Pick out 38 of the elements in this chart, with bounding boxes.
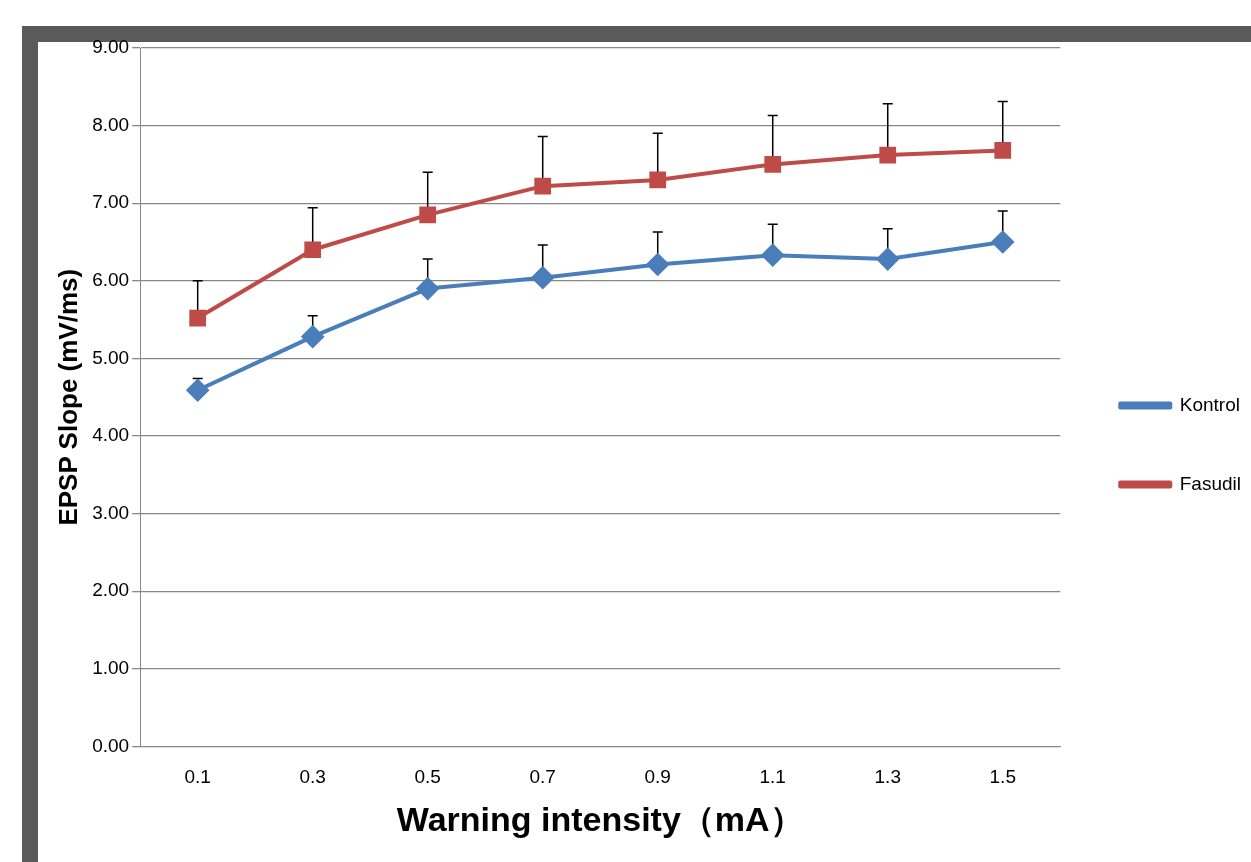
point xyxy=(649,171,667,189)
point xyxy=(419,206,437,224)
y-tick-label: 1.00 xyxy=(92,657,130,679)
point xyxy=(301,325,324,348)
x-axis-title: Warning intensity（mA） xyxy=(396,799,804,838)
y-tick-label: 5.00 xyxy=(92,346,130,368)
point xyxy=(531,266,554,289)
x-tick-label: 0.5 xyxy=(414,766,441,788)
legend-label: Fasudil xyxy=(1179,472,1241,494)
point xyxy=(764,156,782,173)
point xyxy=(304,241,322,259)
x-tick-label: 0.9 xyxy=(644,766,671,788)
x-tick-label: 1.5 xyxy=(989,766,1016,788)
x-tick-label: 0.1 xyxy=(184,766,211,788)
point xyxy=(876,248,899,271)
y-tick-label: 0.00 xyxy=(92,734,130,756)
y-tick-label: 3.00 xyxy=(92,501,130,523)
point xyxy=(534,177,552,195)
point xyxy=(761,244,784,267)
y-tick-label: 8.00 xyxy=(92,113,130,135)
point xyxy=(879,146,897,164)
y-tick-label: 2.00 xyxy=(92,579,130,601)
point xyxy=(994,142,1012,159)
x-tick-label: 0.3 xyxy=(299,766,326,788)
point xyxy=(189,309,207,327)
y-tick-label: 9.00 xyxy=(92,36,130,58)
point xyxy=(186,379,209,402)
point xyxy=(646,253,669,276)
y-tick-label: 4.00 xyxy=(92,424,130,446)
point xyxy=(416,277,439,300)
y-tick-label: 7.00 xyxy=(92,191,130,213)
x-tick-label: 1.3 xyxy=(874,766,901,788)
y-axis-title: EPSP Slope (mV/ms) xyxy=(52,268,83,526)
point xyxy=(991,231,1014,253)
legend-label: Kontrol xyxy=(1179,393,1240,415)
x-tick-label: 0.7 xyxy=(529,766,556,788)
y-tick-label: 6.00 xyxy=(92,269,130,291)
x-tick-label: 1.1 xyxy=(759,766,786,788)
